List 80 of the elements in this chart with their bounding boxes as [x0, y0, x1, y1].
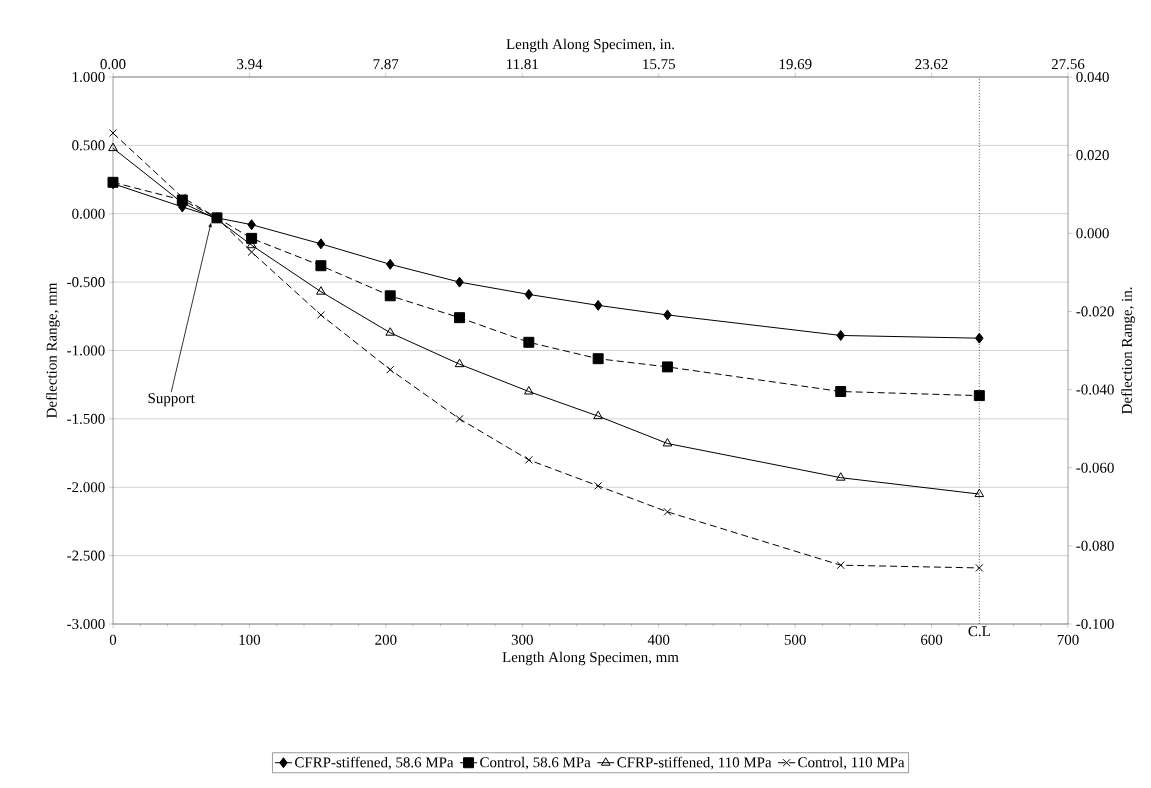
point — [594, 481, 603, 490]
point — [247, 248, 256, 257]
point — [386, 365, 395, 374]
point — [524, 288, 534, 300]
point — [835, 472, 846, 481]
point — [524, 386, 534, 395]
point — [108, 129, 118, 138]
x2-tick-label: 7.87 — [373, 59, 399, 70]
point — [246, 232, 258, 244]
x-tick-label: 300 — [511, 634, 533, 645]
y-tick-label: 0.000 — [72, 208, 105, 219]
point — [523, 336, 535, 348]
y2-tick-label: -0.040 — [1076, 384, 1114, 395]
point — [593, 299, 603, 311]
annotation: Support — [148, 393, 195, 407]
point — [974, 488, 985, 498]
point — [973, 390, 985, 402]
point — [663, 507, 672, 516]
x2-tick-label: 0.00 — [100, 59, 126, 70]
x2-tick-label: 27.56 — [1051, 59, 1085, 70]
point — [836, 561, 845, 570]
x-tick-label: 100 — [239, 634, 261, 645]
point — [316, 286, 326, 295]
x-tick-label: 600 — [921, 634, 943, 645]
y-tick-label: -3.000 — [67, 618, 105, 630]
y-tick-label: 0.500 — [72, 140, 105, 151]
point — [316, 310, 325, 319]
y2-tick-label: -0.080 — [1076, 540, 1114, 551]
x2-tick-label: 23.62 — [915, 59, 948, 70]
point — [316, 238, 326, 250]
x-tick-label: 500 — [784, 634, 806, 645]
x2-tick-label: 19.69 — [779, 59, 812, 70]
point — [108, 142, 118, 152]
point — [975, 563, 984, 572]
x2-axis-title: Length Along Specimen, in. — [506, 38, 674, 53]
y2-tick-label: -0.100 — [1076, 618, 1114, 630]
legend-label: Control, 58.6 MPa — [480, 756, 591, 770]
x2-tick-label: 15.75 — [643, 59, 675, 70]
x-axis-title: Length Along Specimen, mm — [502, 651, 679, 666]
y-tick-label: -0.500 — [67, 277, 105, 288]
x2-tick-label: 11.81 — [507, 59, 538, 70]
y2-axis-title: Deflection Range, in. — [1121, 287, 1135, 414]
y2-tick-label: -0.060 — [1076, 462, 1114, 473]
y2-tick-label: 0.020 — [1076, 150, 1109, 161]
point — [455, 414, 464, 423]
legend-label: CFRP-stiffened, 110 MPa — [617, 756, 772, 770]
ref-line-label: C.L — [968, 626, 990, 637]
point — [385, 327, 396, 336]
y2-tick-label: 0.040 — [1076, 71, 1109, 83]
legend-label: Control, 110 MPa — [798, 756, 905, 770]
point — [524, 455, 533, 464]
x-tick-label: 200 — [375, 634, 397, 645]
x-tick-label: 700 — [1057, 634, 1079, 645]
y-tick-label: -1.500 — [67, 413, 105, 424]
point — [662, 438, 673, 447]
y-tick-label: 1.000 — [72, 71, 105, 83]
point — [315, 260, 327, 272]
point — [454, 312, 466, 324]
point — [455, 276, 464, 288]
point — [661, 361, 673, 373]
point — [454, 358, 465, 368]
y-tick-label: -2.000 — [67, 482, 105, 493]
y-tick-label: -2.500 — [67, 550, 105, 561]
y-axis-title: Deflection Range, mm — [46, 282, 60, 418]
y-tick-label: -1.000 — [67, 345, 105, 356]
point — [247, 219, 256, 231]
y2-tick-label: -0.020 — [1076, 306, 1114, 317]
point — [384, 290, 396, 302]
x2-tick-label: 3.94 — [237, 59, 263, 70]
x-tick-label: 400 — [647, 634, 670, 645]
point — [593, 410, 603, 420]
point — [592, 353, 604, 365]
point — [835, 386, 847, 397]
point — [836, 329, 845, 341]
point — [663, 309, 672, 321]
y2-tick-label: 0.000 — [1076, 228, 1109, 239]
legend-label: CFRP-stiffened, 58.6 MPa — [295, 756, 454, 770]
point — [975, 332, 984, 344]
point — [385, 258, 395, 270]
x-tick-label: 0 — [109, 634, 117, 645]
